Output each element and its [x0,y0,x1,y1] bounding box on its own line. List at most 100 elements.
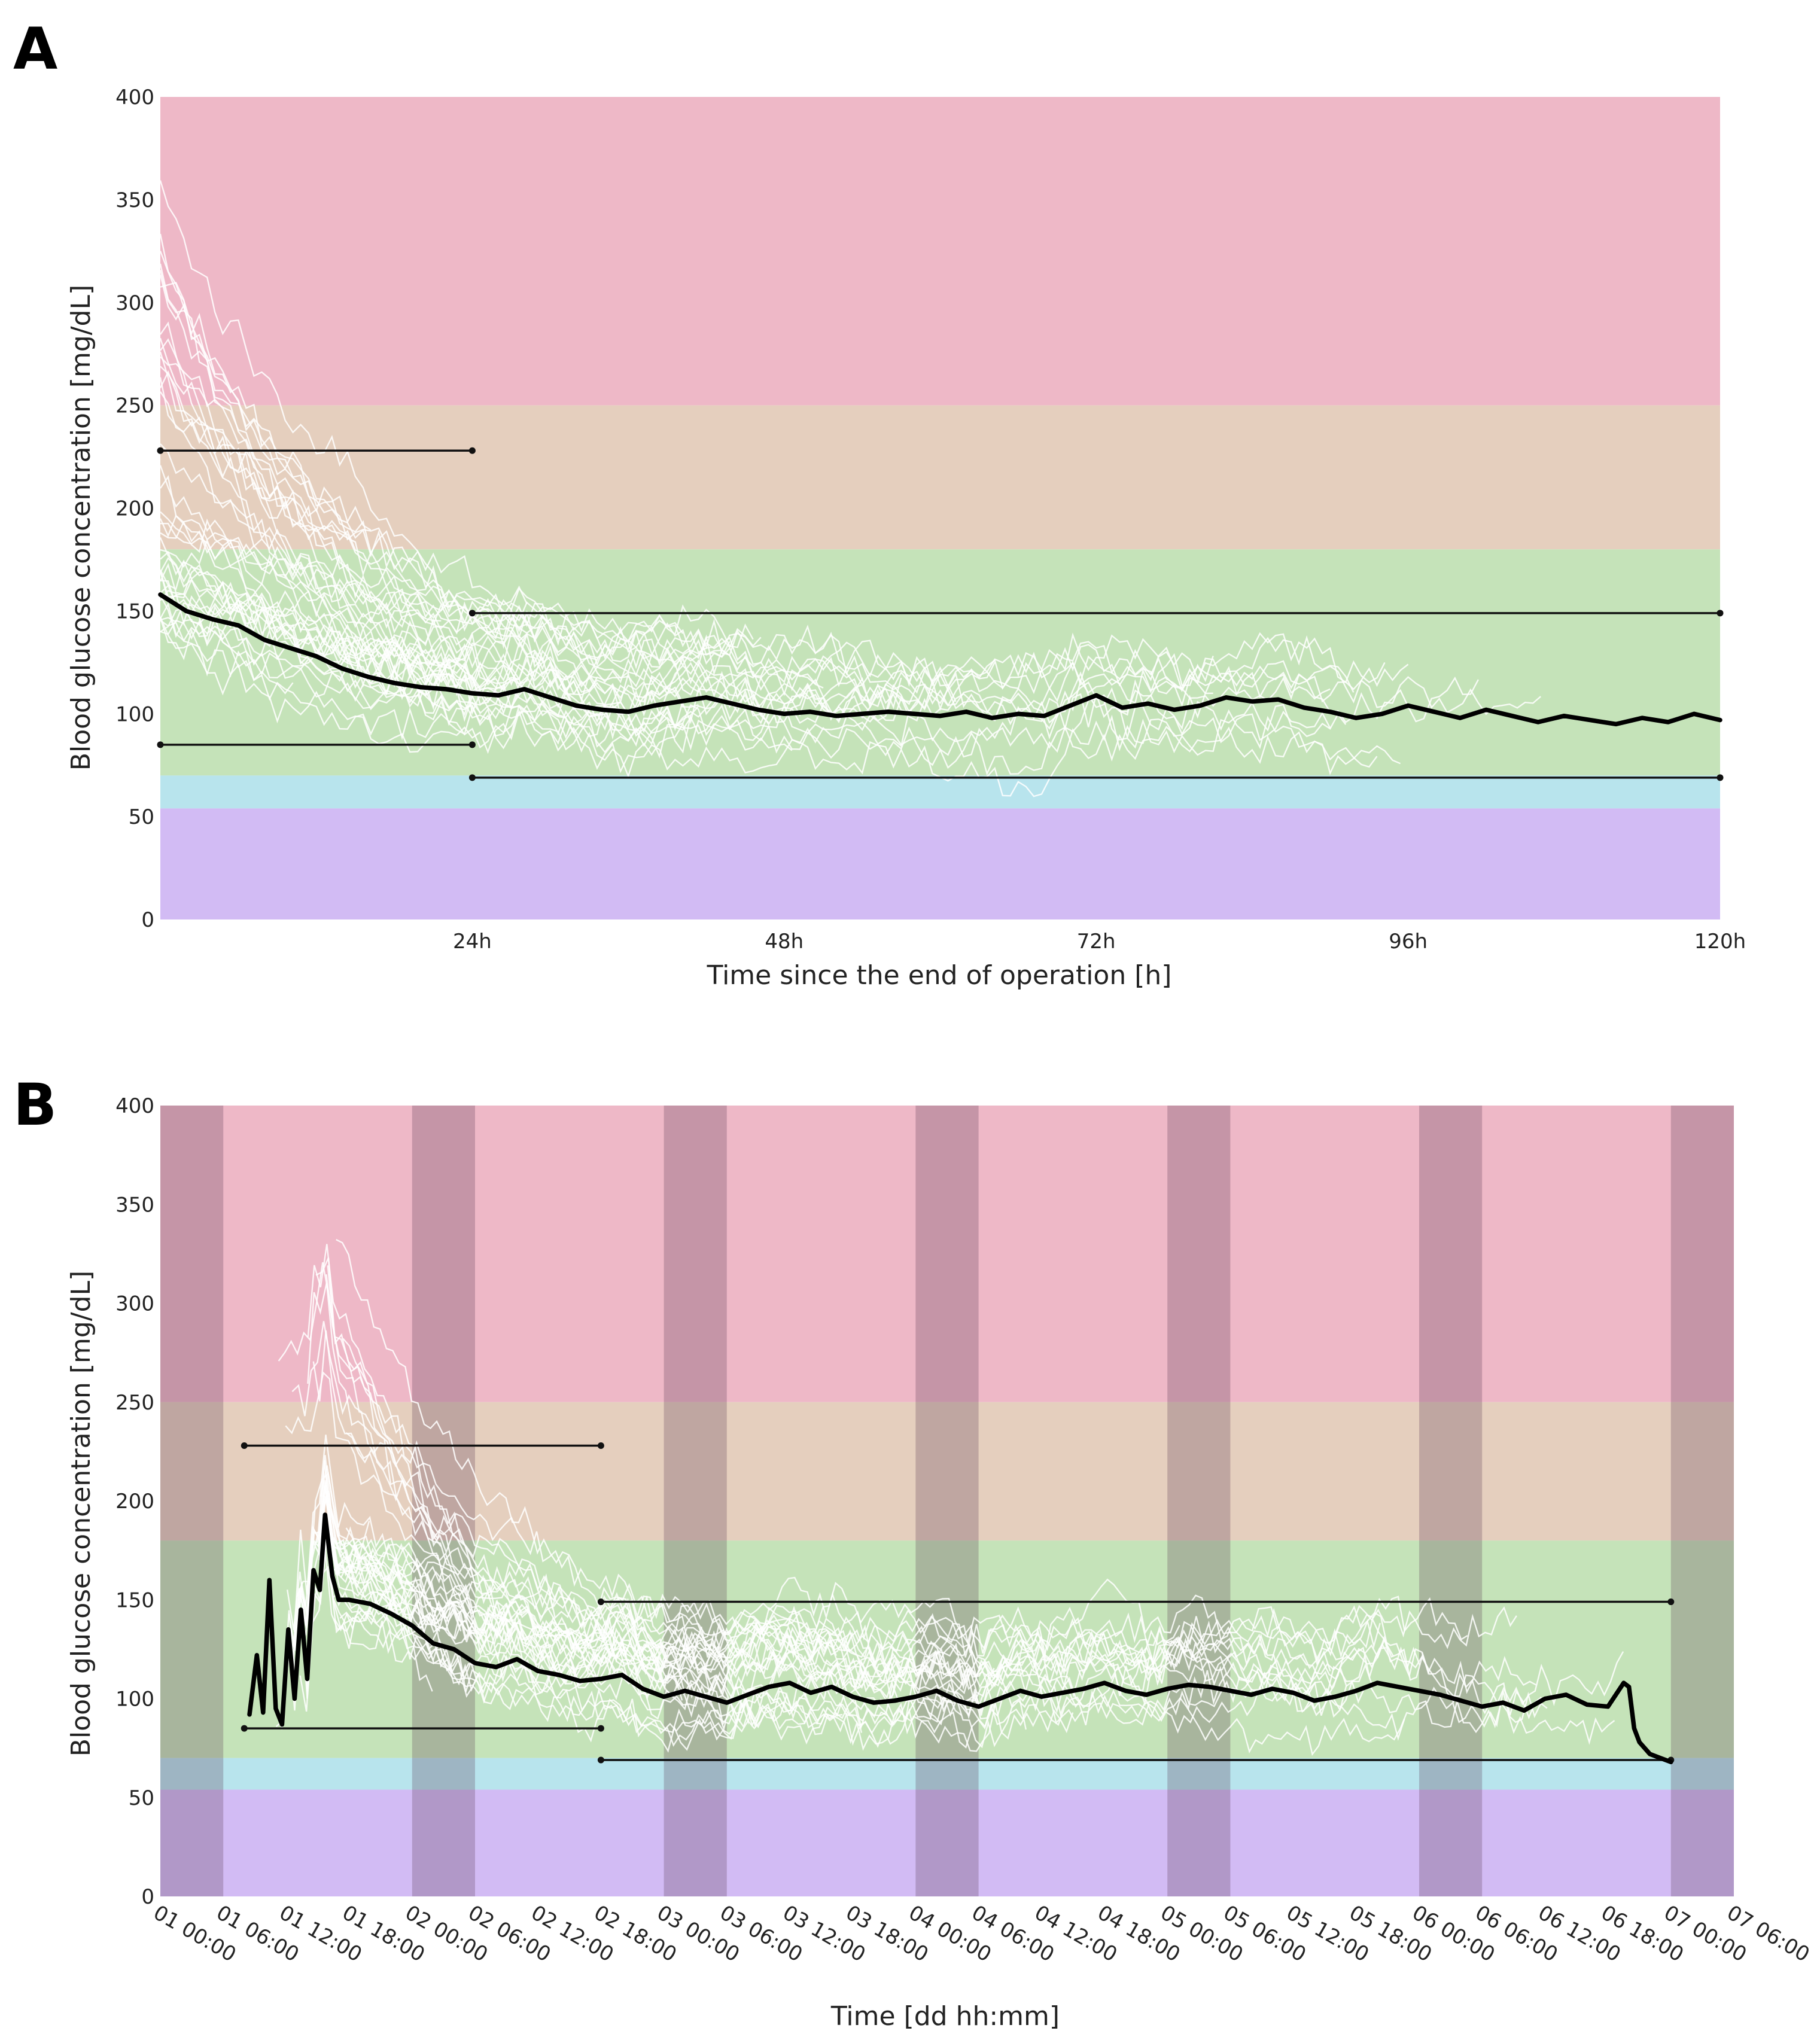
panel-a-letter: A [13,16,57,83]
reference-line-end-dot [597,1442,604,1449]
band-hypoglycemia [160,775,1720,809]
panel-a-patient-traces [159,180,1541,797]
patient-trace [302,1566,637,1695]
patient-trace [159,571,1214,745]
patient-trace [293,1482,1025,1697]
patient-trace [307,1282,1624,1717]
band-hyperglycemia [160,405,1720,550]
patient-trace [325,1274,843,1733]
patient-trace [329,1576,1074,1749]
patient-trace [159,557,598,686]
reference-line-end-dot [1667,1598,1675,1606]
band-severe-hyperglycemia [160,1106,1734,1402]
band-severe-hyperglycemia [160,97,1720,406]
reference-line-start-dot [157,447,164,454]
panel-b-letter: B [13,1071,57,1138]
night-shading-1 [412,1106,475,1896]
x-tick-label: 24h [453,930,492,954]
patient-trace [159,251,1409,704]
y-tick-label: 300 [115,291,154,315]
patient-trace [326,1500,1372,1716]
patient-trace [285,1371,683,1701]
y-tick-label: 350 [115,1193,154,1217]
y-tick-label: 50 [129,1786,154,1810]
reference-line-end-dot [468,741,476,748]
patient-trace [159,377,684,733]
patient-trace [275,1542,863,1743]
night-shading-6 [1670,1106,1734,1896]
reference-line-end-dot [1716,774,1724,781]
panel-a-range-bands [160,97,1720,919]
band-severe-hypoglycemia [160,808,1720,919]
patient-trace [342,1338,1615,1756]
y-tick-label: 150 [115,1588,154,1612]
panel-b-median-series [247,1512,1673,1765]
panel-b-x-axis-title: Time [dd hh:mm] [830,2001,1060,2032]
band-hypoglycemia [160,1758,1734,1790]
patient-trace [159,233,957,702]
reference-line-end-dot [468,447,476,454]
patient-trace [333,1603,1405,1753]
patient-trace [160,366,762,654]
panel-b-y-axis-title: Blood glucose concentration [mg/dL] [66,1271,96,1756]
patient-trace [292,1460,1421,1707]
patient-trace [159,571,824,716]
patient-trace [160,619,1378,776]
patient-trace [307,1244,995,1688]
y-tick-label: 400 [115,1094,154,1118]
band-target-range [160,549,1720,776]
reference-line-start-dot [597,1756,604,1764]
night-shading-0 [160,1106,224,1896]
panel-b-y-tick-labels: 0 50 100 150 200 250 300 350 400 [115,1094,154,1909]
x-tick-label: 48h [765,930,804,954]
night-shading-2 [664,1106,727,1896]
panel-b-patient-traces [275,1239,1624,1756]
patient-trace [159,595,918,724]
panel-a-y-tick-labels: 0 50 100 150 200 250 300 350 400 [115,86,154,932]
x-tick-label: 96h [1389,930,1428,954]
night-shading-3 [915,1106,979,1896]
panel-a-reference-lines [157,447,1724,781]
patient-trace [336,1239,1395,1674]
y-tick-label: 200 [115,1490,154,1514]
y-tick-label: 100 [115,702,154,726]
panel-a-y-axis-title: Blood glucose concentration [mg/dL] [66,285,96,771]
y-tick-label: 0 [141,1885,154,1909]
median-line [247,1512,1673,1765]
reference-line-start-dot [468,774,476,781]
patient-trace [159,351,497,691]
patient-trace [314,1537,1347,1723]
panel-a-median-series [158,592,1722,727]
band-severe-hypoglycemia [160,1789,1734,1896]
patient-trace [339,1603,1027,1749]
y-tick-label: 300 [115,1292,154,1316]
night-shading-4 [1167,1106,1231,1896]
patient-trace [312,1330,963,1721]
night-shading-5 [1419,1106,1483,1896]
patient-trace [160,602,1347,778]
reference-line-start-dot [468,610,476,617]
reference-line-start-dot [241,1725,248,1732]
y-tick-label: 250 [115,1391,154,1415]
patient-trace [160,511,754,660]
median-line [158,592,1722,727]
patient-trace [160,356,863,681]
reference-line-start-dot [157,741,164,748]
patient-trace [278,1262,1381,1666]
y-tick-label: 400 [115,86,154,109]
y-tick-label: 200 [115,497,154,521]
patient-trace [159,180,528,606]
reference-line-end-dot [597,1725,604,1732]
patient-trace [293,1435,1044,1645]
patient-trace [318,1497,414,1591]
patient-trace [159,337,653,686]
patient-trace [159,270,442,622]
panel-b-night-shading [160,1106,1734,1896]
y-tick-label: 0 [141,908,154,932]
patient-trace [159,617,294,695]
patient-trace [159,616,1401,797]
patient-trace [345,1432,655,1691]
x-tick-label: 120h [1694,930,1746,954]
